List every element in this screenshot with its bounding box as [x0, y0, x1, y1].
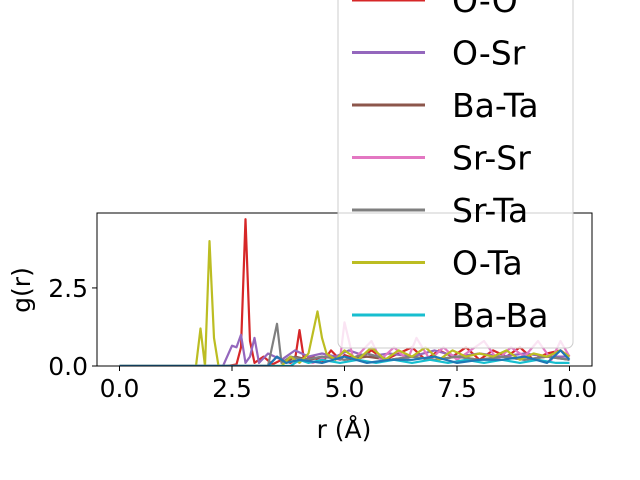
series-line-sr-ta [119, 322, 570, 366]
legend-label-sr-ta: Sr-Ta [452, 191, 528, 230]
y-axis-label: g(r) [7, 267, 36, 313]
x-axis-label: r (Å) [317, 415, 372, 444]
legend: O-O O-Sr Ba-Ta Sr-Sr Sr-Ta O-Ta Ba-Ba [337, 0, 574, 349]
legend-label-ba-ta: Ba-Ta [452, 86, 539, 125]
x-tick-label: 7.5 [437, 374, 477, 403]
x-tick-label: 0.0 [100, 374, 140, 403]
legend-label-o-ta: O-Ta [452, 244, 523, 283]
legend-label-ba-ba: Ba-Ba [452, 296, 548, 335]
legend-box [337, 0, 574, 349]
legend-label-sr-sr: Sr-Sr [452, 139, 531, 178]
x-tick-label: 10.0 [542, 374, 598, 403]
y-tick-label: 2.5 [48, 274, 88, 303]
series-layer [119, 218, 571, 366]
legend-label-o-sr: O-Sr [452, 34, 526, 73]
y-tick-label: 0.0 [48, 352, 88, 381]
series-line-unlabeled-7 [119, 349, 571, 366]
series-line-ba-ba [119, 358, 570, 366]
axes-layer: 0.0 2.5 5.0 7.5 10.0 0.0 2.5 [48, 274, 597, 403]
legend-label-o-o: O-O [452, 0, 518, 20]
x-tick-label: 5.0 [325, 374, 365, 403]
x-tick-label: 2.5 [212, 374, 252, 403]
